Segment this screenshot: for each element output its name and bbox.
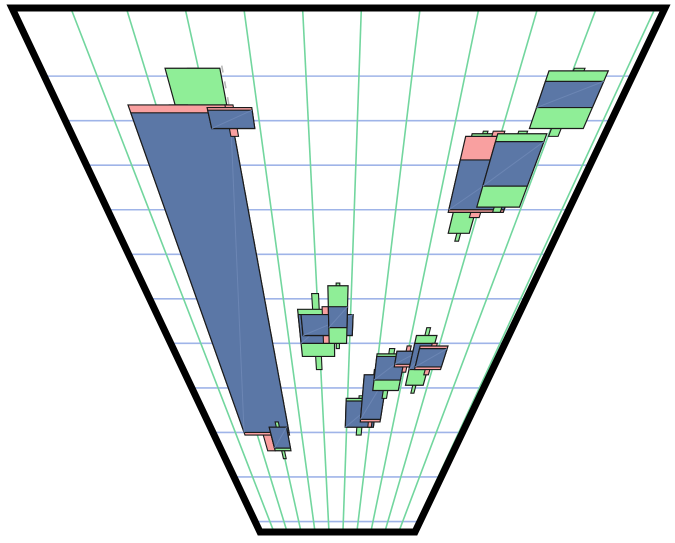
time-gridline-8 [380,8,542,532]
candlestick-series[interactable] [127,67,610,460]
candle-overlap-diagonal-3 [274,426,287,449]
candle-overlap-diagonal-6 [328,306,348,328]
time-gridline-0 [65,8,279,532]
candle-2[interactable] [206,104,256,137]
candle-overlap-3 [268,426,292,449]
candle-1[interactable] [127,104,291,452]
candle-3[interactable] [268,421,292,460]
time-gridline-5 [341,8,363,532]
candle-overlap-1 [129,112,290,434]
candle-overlap-diagonal-15 [482,141,545,187]
candle-overlap-diagonal-2 [211,109,253,129]
candle-overlap-diagonal-12 [414,348,448,368]
candle-12[interactable] [413,342,449,376]
time-gridline-3 [241,8,318,532]
time-gridline-4 [301,8,331,532]
candle-overlap-diagonal-1 [229,112,245,433]
chart-frame-border [6,4,671,536]
candle-15[interactable] [475,130,548,213]
time-gridline-6 [354,8,423,532]
candle-overlap-diagonal-16 [536,80,604,109]
candle-16[interactable] [528,67,610,137]
time-gridline-7 [367,8,482,532]
candle-6[interactable] [327,282,349,350]
